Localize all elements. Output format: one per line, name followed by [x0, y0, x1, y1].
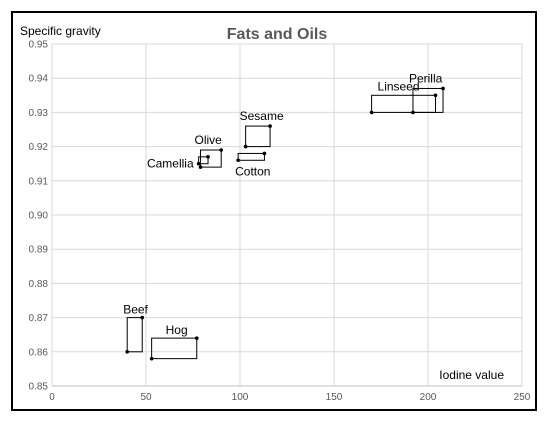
- olive-point: [219, 148, 223, 152]
- y-axis-label: Specific gravity: [20, 24, 101, 38]
- linseed-point: [369, 110, 374, 115]
- cotton-point: [262, 151, 267, 156]
- beef-range-box: [126, 317, 143, 353]
- beef-point: [140, 315, 145, 320]
- x-tick-label: 0: [49, 392, 55, 403]
- olive-range-box: [200, 149, 222, 168]
- chart-svg: 0.85 0.86 0.87 0.88 0.89 0.90 0.91 0.92 0.93 0.94…: [20, 24, 531, 404]
- y-tick-label: 0.86: [29, 347, 49, 358]
- beef-point: [125, 350, 129, 354]
- sesame-point: [243, 144, 248, 149]
- perilla-label: Perilla: [409, 71, 443, 85]
- x-tick-label: 100: [232, 392, 249, 403]
- perilla-point: [411, 110, 415, 115]
- camellia-point: [206, 155, 210, 159]
- hog-label: Hog: [166, 323, 188, 337]
- camellia-range-box: [198, 156, 209, 165]
- hog-point: [149, 356, 154, 361]
- sesame-point: [268, 124, 272, 128]
- y-tick-label: 0.92: [29, 142, 49, 153]
- y-tick-label: 0.91: [29, 176, 49, 187]
- hog-range-box: [151, 337, 198, 360]
- cotton-label: Cotton: [235, 164, 270, 178]
- sesame-range-box: [245, 125, 271, 148]
- y-tick-label: 0.90: [29, 211, 49, 222]
- camellia-point: [196, 161, 201, 166]
- olive-point: [198, 165, 203, 169]
- chart-title: Fats and Oils: [227, 26, 328, 43]
- perilla-range-box: [412, 87, 444, 113]
- y-tick-label: 0.93: [29, 108, 49, 119]
- y-tick-label: 0.87: [29, 313, 49, 324]
- x-tick-label: 50: [140, 392, 152, 403]
- tick-labels: 0.85 0.86 0.87 0.88 0.89 0.90 0.91 0.92 0.93 0.94…: [29, 40, 531, 404]
- perilla-point: [441, 86, 445, 91]
- beef-label: Beef: [123, 303, 148, 317]
- x-tick-label: 200: [420, 392, 437, 403]
- camellia-label: Camellia: [147, 157, 194, 171]
- chart-frame: 0.85 0.86 0.87 0.88 0.89 0.90 0.91 0.92 0.93 0.94…: [11, 11, 537, 411]
- y-tick-label: 0.95: [29, 40, 49, 51]
- grid: [51, 43, 523, 387]
- y-tick-label: 0.88: [29, 279, 49, 290]
- y-tick-label: 0.85: [29, 382, 49, 393]
- hog-point: [194, 336, 199, 340]
- cotton-point: [236, 158, 240, 163]
- sesame-label: Sesame: [240, 109, 284, 123]
- y-tick-label: 0.89: [29, 245, 49, 256]
- olive-label: Olive: [195, 133, 223, 147]
- y-tick-label: 0.94: [29, 74, 49, 85]
- linseed-range-box: [371, 94, 437, 113]
- linseed-point: [433, 93, 438, 98]
- cotton-range-box: [237, 152, 265, 161]
- x-axis-label: Iodine value: [439, 368, 504, 382]
- linseed-label: Linseed: [378, 79, 420, 93]
- x-tick-label: 250: [514, 392, 531, 403]
- x-tick-label: 150: [326, 392, 343, 403]
